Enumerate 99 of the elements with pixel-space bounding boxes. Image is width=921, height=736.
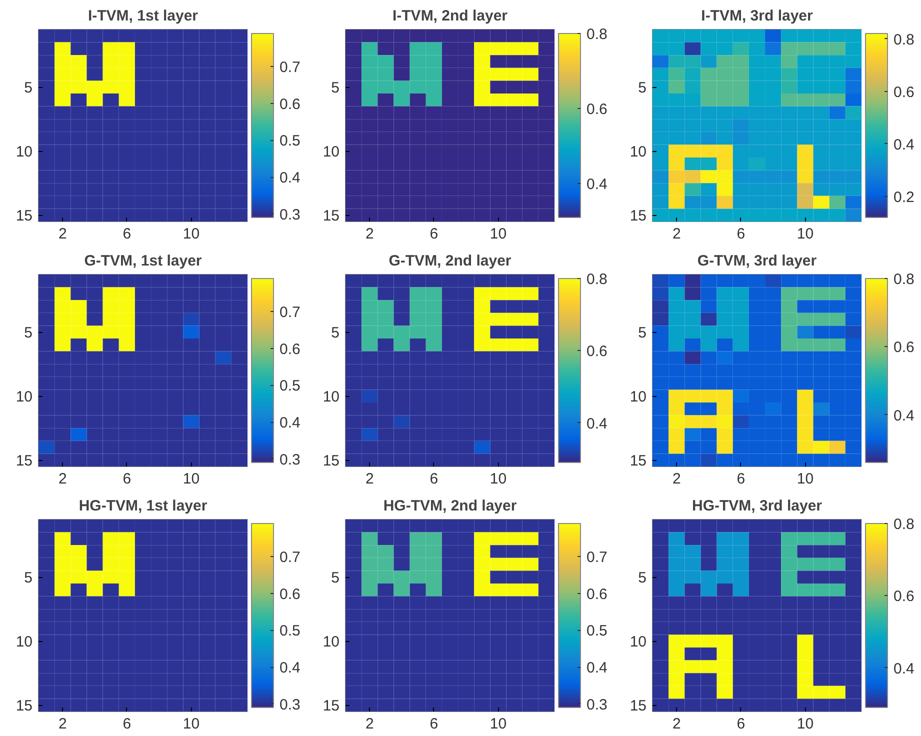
y-tick-label: 10 xyxy=(16,634,33,651)
x-tick-label: 10 xyxy=(182,470,200,488)
y-tick-label: 10 xyxy=(16,388,33,406)
color-bar-label: 0.4 xyxy=(280,414,300,432)
x-tick-label: 6 xyxy=(736,716,746,732)
color-bar-label: 0.6 xyxy=(280,586,300,603)
x-tick-label: 6 xyxy=(736,470,746,488)
x-tick-label: 2 xyxy=(58,716,67,732)
color-bar-label: 0.8 xyxy=(894,271,914,288)
y-tick-label: 5 xyxy=(331,324,340,342)
color-bar-label: 0.6 xyxy=(280,96,300,113)
x-tick-label: 10 xyxy=(490,716,507,732)
chart-title: HG-TVM, 1st layer xyxy=(78,498,208,514)
y-tick-label: 5 xyxy=(638,80,646,97)
color-bar-label: 0.3 xyxy=(586,696,608,714)
y-tick-label: 10 xyxy=(630,388,647,406)
color-bar-label: 0.4 xyxy=(586,176,608,194)
y-tick-label: 5 xyxy=(638,570,646,587)
x-tick-label: 10 xyxy=(796,226,814,242)
y-tick-label: 10 xyxy=(322,144,340,161)
x-tick-label: 6 xyxy=(736,226,746,242)
x-tick-label: 6 xyxy=(122,470,132,488)
y-tick-label: 15 xyxy=(630,452,647,470)
x-tick-label: 10 xyxy=(796,470,814,488)
color-bar-label: 0.7 xyxy=(586,549,608,566)
x-tick-label: 10 xyxy=(490,226,507,242)
chart-title: I-TVM, 1st layer xyxy=(88,8,198,24)
chart-title: I-TVM, 3rd layer xyxy=(701,8,814,24)
y-tick-label: 15 xyxy=(16,208,33,225)
color-bar-label: 0.5 xyxy=(280,132,300,150)
color-bar-label: 0.6 xyxy=(586,101,608,118)
x-tick-label: 2 xyxy=(58,226,67,242)
y-tick-label: 5 xyxy=(638,324,646,342)
y-tick-label: 5 xyxy=(331,80,340,97)
y-tick-label: 15 xyxy=(322,452,340,470)
color-bar-label: 0.4 xyxy=(894,660,914,678)
chart-title: G-TVM, 2nd layer xyxy=(388,252,512,270)
x-tick-label: 10 xyxy=(182,716,200,732)
color-bar-label: 0.4 xyxy=(280,660,300,677)
color-bar-label: 0.4 xyxy=(280,170,300,187)
y-tick-label: 15 xyxy=(322,698,340,715)
chart-title: HG-TVM, 2nd layer xyxy=(383,498,517,514)
x-tick-label: 2 xyxy=(365,226,374,242)
y-tick-label: 15 xyxy=(16,698,33,715)
color-bar-label: 0.6 xyxy=(894,588,914,606)
x-tick-label: 10 xyxy=(182,226,200,242)
x-tick-label: 6 xyxy=(430,226,438,242)
color-bar-label: 0.4 xyxy=(894,407,914,424)
y-tick-label: 15 xyxy=(630,698,647,715)
y-tick-label: 10 xyxy=(322,634,340,651)
x-tick-label: 10 xyxy=(490,470,507,488)
color-bar-label: 0.4 xyxy=(586,415,608,432)
color-bar-label: 0.8 xyxy=(894,516,914,533)
color-bar-label: 0.4 xyxy=(586,660,608,677)
y-tick-label: 15 xyxy=(322,208,340,225)
x-tick-label: 6 xyxy=(122,716,132,732)
x-tick-label: 6 xyxy=(122,226,132,242)
color-bar-label: 0.3 xyxy=(280,696,300,714)
color-bar-label: 0.3 xyxy=(280,206,300,224)
y-tick-label: 10 xyxy=(322,388,340,406)
color-bar-label: 0.7 xyxy=(280,59,300,76)
chart-title: G-TVM, 3rd layer xyxy=(697,252,817,270)
x-tick-label: 2 xyxy=(672,716,681,732)
color-bar-label: 0.4 xyxy=(894,136,914,154)
x-tick-label: 2 xyxy=(672,226,681,242)
x-tick-label: 2 xyxy=(365,716,374,732)
color-bar-label: 0.6 xyxy=(586,343,608,360)
x-tick-label: 2 xyxy=(365,470,374,488)
color-bar-label: 0.3 xyxy=(280,451,300,468)
chart-title: I-TVM, 2nd layer xyxy=(392,8,508,24)
color-bar-label: 0.6 xyxy=(586,586,608,603)
y-tick-label: 5 xyxy=(24,324,32,342)
color-bar-label: 0.6 xyxy=(280,340,300,358)
y-tick-label: 10 xyxy=(630,144,647,161)
y-tick-label: 10 xyxy=(16,144,33,161)
y-tick-label: 15 xyxy=(630,208,647,225)
x-tick-label: 2 xyxy=(58,470,67,488)
color-bar-label: 0.7 xyxy=(280,549,300,566)
y-tick-label: 5 xyxy=(331,570,340,587)
color-bar-label: 0.6 xyxy=(894,339,914,356)
y-tick-label: 5 xyxy=(24,570,32,587)
color-bar-label: 0.7 xyxy=(280,304,300,322)
y-tick-label: 15 xyxy=(16,452,33,470)
color-bar-label: 0.5 xyxy=(280,622,300,640)
chart-title: HG-TVM, 3rd layer xyxy=(692,498,822,514)
y-tick-label: 10 xyxy=(630,634,647,651)
color-bar-label: 0.5 xyxy=(280,378,300,395)
color-bar-label: 0.2 xyxy=(894,188,914,206)
color-bar-label: 0.8 xyxy=(586,26,608,43)
color-bar-label: 0.6 xyxy=(894,84,914,101)
y-tick-label: 5 xyxy=(24,80,32,97)
x-tick-label: 10 xyxy=(796,716,814,732)
chart-title: G-TVM, 1st layer xyxy=(84,252,202,270)
x-tick-label: 2 xyxy=(672,470,681,488)
color-bar-label: 0.8 xyxy=(586,271,608,288)
color-bar-label: 0.5 xyxy=(586,622,608,640)
color-bar-label: 0.8 xyxy=(894,31,914,48)
x-tick-label: 6 xyxy=(430,716,438,732)
x-tick-label: 6 xyxy=(430,470,438,488)
